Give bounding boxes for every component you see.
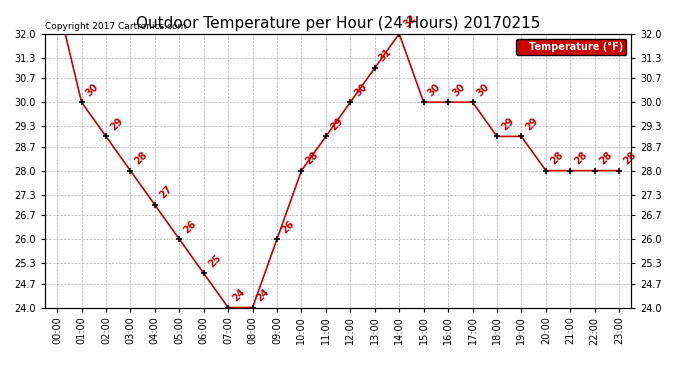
- Text: 30: 30: [353, 81, 369, 98]
- Text: 26: 26: [181, 218, 198, 235]
- Text: 28: 28: [622, 150, 638, 166]
- Text: 28: 28: [597, 150, 614, 166]
- Text: 28: 28: [133, 150, 150, 166]
- Text: 25: 25: [206, 252, 223, 269]
- Text: 31: 31: [377, 47, 394, 64]
- Legend: Temperature (°F): Temperature (°F): [515, 39, 627, 54]
- Title: Outdoor Temperature per Hour (24 Hours) 20170215: Outdoor Temperature per Hour (24 Hours) …: [136, 16, 540, 31]
- Text: 29: 29: [328, 116, 345, 132]
- Text: 30: 30: [475, 81, 491, 98]
- Text: 28: 28: [573, 150, 589, 166]
- Text: 30: 30: [451, 81, 467, 98]
- Text: 29: 29: [500, 116, 516, 132]
- Text: 26: 26: [279, 218, 296, 235]
- Text: 24: 24: [230, 287, 247, 303]
- Text: 29: 29: [108, 116, 125, 132]
- Text: 30: 30: [426, 81, 443, 98]
- Text: 28: 28: [549, 150, 565, 166]
- Text: 30: 30: [84, 81, 101, 98]
- Text: 24: 24: [255, 287, 272, 303]
- Text: 29: 29: [524, 116, 540, 132]
- Text: 28: 28: [304, 150, 321, 166]
- Text: Copyright 2017 Cartronics.com: Copyright 2017 Cartronics.com: [45, 22, 186, 31]
- Text: 32: 32: [402, 13, 418, 30]
- Text: 27: 27: [157, 184, 174, 201]
